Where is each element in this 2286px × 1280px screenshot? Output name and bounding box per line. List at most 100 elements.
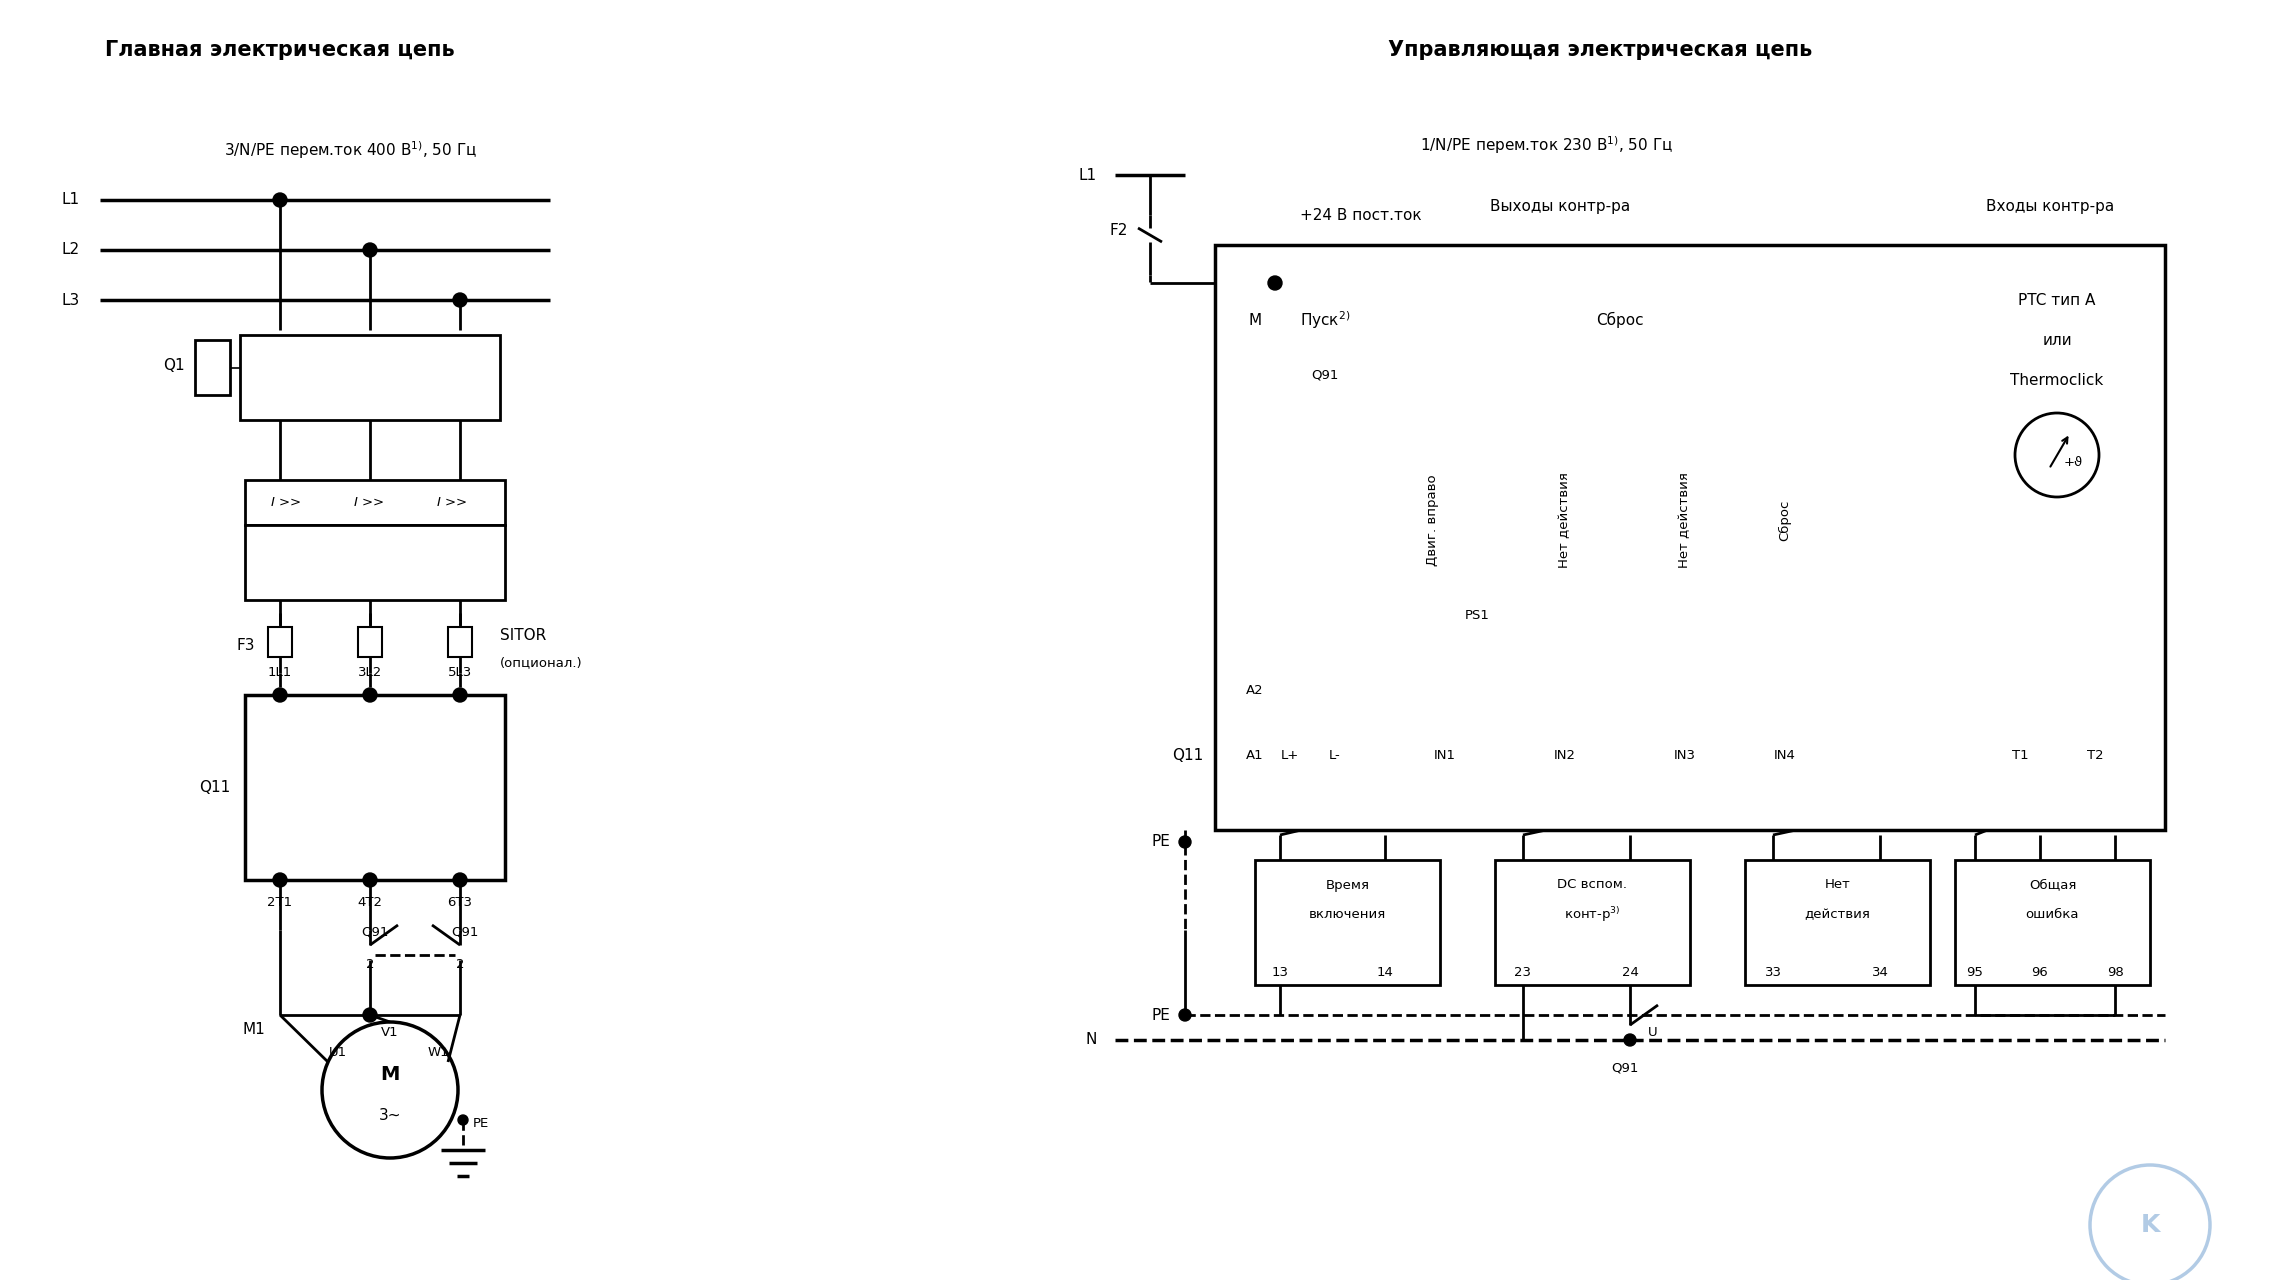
Text: 2T1: 2T1 [267,896,293,909]
Polygon shape [434,535,466,561]
Text: PS1: PS1 [1465,608,1490,622]
Text: 1L1: 1L1 [267,666,293,678]
Text: Нет действия: Нет действия [1559,472,1570,568]
Text: IN2: IN2 [1554,749,1575,762]
Circle shape [363,689,377,701]
Bar [1255,860,1440,986]
Text: L1: L1 [62,192,80,207]
Text: IN1: IN1 [1433,749,1456,762]
Text: Сброс: Сброс [1779,499,1792,540]
Text: F2: F2 [1109,223,1127,238]
Text: M: M [1248,312,1262,328]
Text: L+: L+ [1280,749,1298,762]
Text: (опционал.): (опционал.) [501,657,583,669]
Text: 3/N/PE перем.ток 400 В$^{1)}$, 50 Гц: 3/N/PE перем.ток 400 В$^{1)}$, 50 Гц [224,140,475,161]
Text: Сброс: Сброс [1596,312,1644,328]
Text: $I$ >>: $I$ >> [437,495,466,508]
Polygon shape [441,737,480,776]
Text: T1: T1 [2012,749,2028,762]
Text: F3: F3 [235,637,256,653]
Bar [267,627,293,657]
Circle shape [272,873,288,887]
Polygon shape [270,535,302,561]
Circle shape [453,689,466,701]
Text: Q91: Q91 [361,925,389,938]
Text: включения: включения [1310,909,1385,922]
Text: 3L2: 3L2 [359,666,382,678]
Text: +ϑ: +ϑ [2064,456,2083,468]
Bar [1214,244,2165,829]
Text: Двиг. вправо: Двиг. вправо [1426,474,1440,566]
Text: Нет: Нет [1824,878,1849,891]
Bar [240,335,501,420]
Circle shape [363,873,377,887]
Text: $I$ >>: $I$ >> [352,495,384,508]
Bar [1744,860,1929,986]
Text: Главная электрическая цепь: Главная электрическая цепь [105,40,455,60]
Text: $I$ >>: $I$ >> [270,495,299,508]
Bar [1955,860,2151,986]
Polygon shape [352,737,389,776]
Circle shape [1269,276,1282,291]
Text: Общая: Общая [2028,878,2076,891]
Text: Выходы контр-ра: Выходы контр-ра [1490,200,1630,215]
Text: L3: L3 [62,293,80,307]
Circle shape [1180,836,1191,849]
Text: 14: 14 [1376,966,1394,979]
Text: 13: 13 [1271,966,1289,979]
Text: 4T2: 4T2 [357,896,382,909]
Text: U1: U1 [329,1046,347,1059]
Bar [448,627,471,657]
Text: L2: L2 [62,242,80,257]
Text: PE: PE [1152,835,1170,850]
Text: 2: 2 [366,959,375,972]
Bar [245,525,505,600]
Text: T2: T2 [2087,749,2103,762]
Circle shape [457,1115,469,1125]
Text: IN3: IN3 [1673,749,1696,762]
Bar [359,627,382,657]
Text: N: N [1086,1033,1097,1047]
Circle shape [453,873,466,887]
Bar [245,480,505,525]
Text: Q91: Q91 [1312,369,1340,381]
Circle shape [272,689,288,701]
Text: K: K [2140,1213,2160,1236]
Circle shape [1180,1009,1191,1021]
Text: A2: A2 [1246,684,1264,696]
Text: Пуск$^{2)}$: Пуск$^{2)}$ [1301,310,1351,330]
Text: Управляющая электрическая цепь: Управляющая электрическая цепь [1388,40,1813,60]
Text: 1/N/PE перем.ток 230 В$^{1)}$, 50 Гц: 1/N/PE перем.ток 230 В$^{1)}$, 50 Гц [1420,134,1673,156]
Text: 33: 33 [1765,966,1781,979]
Text: 5L3: 5L3 [448,666,473,678]
Bar [1495,860,1689,986]
Text: Q91: Q91 [450,925,478,938]
Text: V1: V1 [382,1027,398,1039]
Text: Входы контр-ра: Входы контр-ра [1987,200,2115,215]
Bar [245,695,505,881]
Text: L-: L- [1328,749,1342,762]
Text: M: M [379,1065,400,1084]
Text: SITOR: SITOR [501,627,546,643]
Polygon shape [352,535,384,561]
Text: Нет действия: Нет действия [1678,472,1692,568]
Text: 95: 95 [1966,966,1984,979]
Text: 34: 34 [1872,966,1888,979]
Text: действия: действия [1804,909,1870,922]
Text: 96: 96 [2032,966,2048,979]
Text: +24 В пост.ток: +24 В пост.ток [1301,207,1422,223]
Text: PE: PE [1152,1007,1170,1023]
Text: 23: 23 [1516,966,1532,979]
Bar [194,340,231,396]
Text: A1: A1 [1246,749,1264,762]
Text: Время: Время [1326,878,1369,891]
Text: 3~: 3~ [379,1107,402,1123]
Text: Thermoclick: Thermoclick [2009,372,2103,388]
Text: Q11: Q11 [199,780,231,795]
Polygon shape [261,737,299,776]
Text: 24: 24 [1621,966,1639,979]
Text: PE: PE [473,1117,489,1130]
Text: или: или [2041,333,2071,347]
Text: L1: L1 [1079,168,1097,183]
Text: PTC тип А: PTC тип А [2019,293,2096,307]
